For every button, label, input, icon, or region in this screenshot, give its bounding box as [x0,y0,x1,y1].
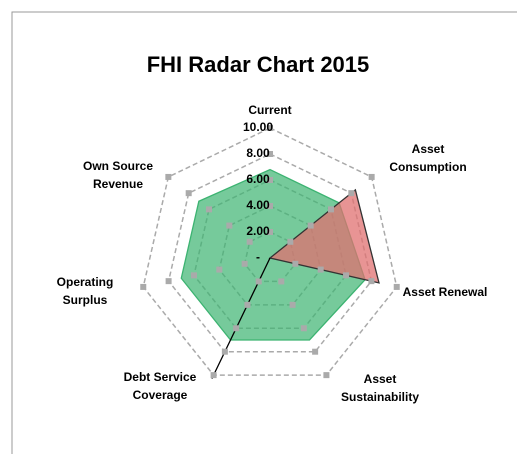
category-label-line: Revenue [93,177,143,191]
grid-marker [165,173,172,180]
category-label-line: Sustainability [341,390,419,404]
category-label-line: Asset [364,372,397,386]
tick-label: - [256,250,260,264]
grid-marker [165,278,172,285]
grid-marker [267,151,273,157]
grid-marker [233,325,240,332]
grid-marker [267,125,273,131]
category-label: Asset Consumption [389,142,466,174]
grid-marker [312,348,319,355]
grid-marker [216,266,223,273]
grid-marker [246,238,253,245]
grid-marker [140,283,147,290]
grid-marker [368,278,375,285]
grid-marker [267,229,273,235]
grid-marker [368,173,375,180]
category-label: Own Source Revenue [83,159,153,191]
category-label-line: Coverage [133,388,188,402]
category-label-line: Own Source [83,159,153,173]
grid-ring [142,127,398,376]
grid-marker [289,301,296,308]
category-label: Debt Service Coverage [124,370,197,402]
tick-label: 4.00 [246,198,270,212]
grid-marker [210,372,217,379]
grid-marker [307,222,314,229]
category-label-line: Consumption [389,160,466,174]
series-line [211,257,271,379]
category-label: Current [248,103,291,117]
category-label: Asset Renewal [403,285,488,299]
grid-marker [255,278,262,285]
grid-marker [185,190,192,197]
grid-marker [221,348,228,355]
chart-title: FHI Radar Chart 2015 [147,52,370,77]
grid-marker [226,222,233,229]
tick-label: 10.00 [243,120,273,134]
grid-marker [241,260,248,267]
grid-marker [343,272,350,279]
grid-marker [206,206,213,213]
grid-marker [267,177,273,183]
grid-marker [190,272,197,279]
grid-marker [278,278,285,285]
grid-marker [244,301,251,308]
grid-marker [323,372,330,379]
category-label-line: Operating [57,275,114,289]
tick-label: 6.00 [246,172,270,186]
grid-marker [393,283,400,290]
grid-marker [267,203,273,209]
grid-marker [300,325,307,332]
category-label: Asset Sustainability [341,372,419,404]
tick-label: 2.00 [246,224,270,238]
category-label-line: Surplus [63,293,108,307]
tick-label: 8.00 [246,146,270,160]
grid-marker [292,260,299,267]
category-label-line: Asset [412,142,445,156]
grid-marker [317,266,324,273]
grid-marker [287,238,294,245]
category-label-line: Debt Service [124,370,197,384]
grid-marker [327,206,334,213]
category-label: Operating Surplus [57,275,114,307]
grid-marker [348,190,355,197]
